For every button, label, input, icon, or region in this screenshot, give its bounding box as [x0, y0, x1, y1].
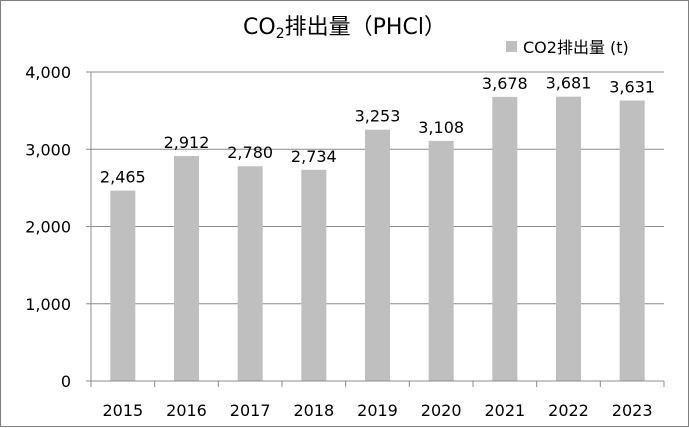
- data-label: 3,681: [546, 74, 592, 93]
- legend-label: CO2排出量 (t): [523, 38, 629, 57]
- x-tick-label: 2021: [484, 401, 525, 420]
- legend-swatch: [506, 40, 517, 52]
- y-tick-label: 4,000: [25, 63, 71, 82]
- y-tick-label: 0: [61, 372, 71, 391]
- bar: [174, 156, 199, 381]
- y-tick-label: 2,000: [25, 218, 71, 237]
- chart-legend: CO2排出量 (t): [506, 34, 629, 58]
- data-label: 3,631: [609, 78, 655, 97]
- bar: [619, 100, 645, 381]
- y-tick-label: 3,000: [25, 140, 71, 159]
- data-label: 3,108: [418, 118, 464, 137]
- data-label: 3,678: [482, 74, 528, 93]
- bar: [365, 129, 390, 381]
- x-tick-label: 2022: [548, 401, 589, 420]
- x-tick-label: 2017: [230, 401, 271, 420]
- title-rest: 排出量（PHCl）: [284, 15, 446, 40]
- x-tick-label: 2016: [166, 401, 207, 420]
- data-label: 2,465: [100, 168, 146, 187]
- data-label: 2,734: [291, 147, 337, 166]
- bar: [110, 190, 136, 381]
- y-tick-label: 1,000: [25, 295, 71, 314]
- x-tick-label: 2019: [357, 401, 398, 420]
- bar: [301, 169, 327, 381]
- chart-title: CO2排出量（PHCl）: [1, 9, 688, 42]
- title-subscript: 2: [275, 26, 285, 42]
- x-tick-label: 2015: [102, 401, 143, 420]
- x-tick-label: 2020: [421, 401, 462, 420]
- bar: [237, 166, 263, 381]
- title-main: CO: [243, 15, 276, 40]
- x-tick-label: 2023: [612, 401, 653, 420]
- bar: [492, 96, 518, 381]
- bar: [428, 140, 454, 381]
- data-label: 2,912: [164, 133, 210, 152]
- data-label: 2,780: [227, 143, 273, 162]
- bar: [556, 96, 581, 381]
- data-label: 3,253: [355, 107, 401, 126]
- x-tick-label: 2018: [293, 401, 334, 420]
